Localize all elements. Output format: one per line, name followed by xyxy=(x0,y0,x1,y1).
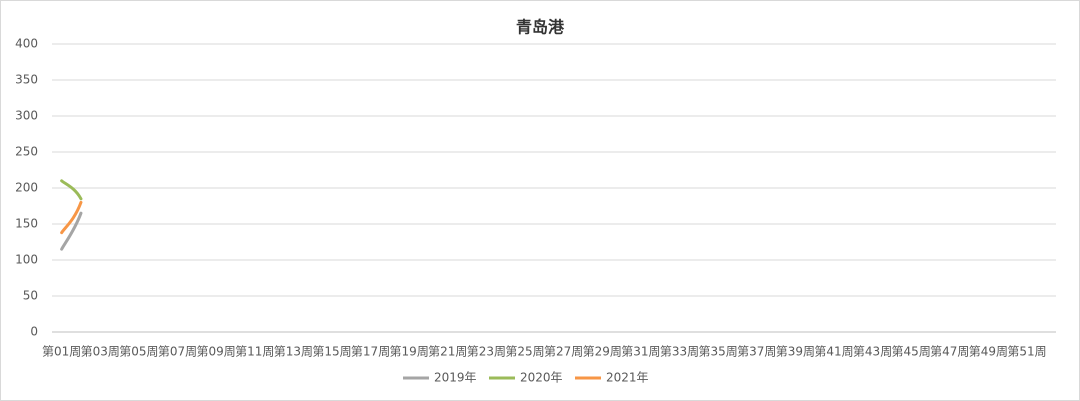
x-tick-label: 第21周 xyxy=(428,345,467,359)
y-tick-label: 100 xyxy=(15,253,38,267)
y-tick-label: 150 xyxy=(15,217,38,231)
x-tick-label: 第51周 xyxy=(1007,345,1046,359)
x-tick-label: 第25周 xyxy=(505,345,544,359)
legend-label: 2019年 xyxy=(434,371,477,385)
y-tick-label: 400 xyxy=(15,37,38,51)
x-tick-label: 第05周 xyxy=(119,345,158,359)
y-tick-label: 250 xyxy=(15,145,38,159)
y-tick-label: 350 xyxy=(15,73,38,87)
x-tick-label: 第31周 xyxy=(621,345,660,359)
y-tick-label: 0 xyxy=(30,325,38,339)
x-tick-label: 第13周 xyxy=(274,345,313,359)
legend-label: 2021年 xyxy=(606,371,649,385)
x-tick-label: 第15周 xyxy=(312,345,351,359)
x-tick-label: 第45周 xyxy=(892,345,931,359)
x-tick-label: 第27周 xyxy=(544,345,583,359)
y-tick-label: 200 xyxy=(15,181,38,195)
x-tick-label: 第47周 xyxy=(930,345,969,359)
x-tick-label: 第09周 xyxy=(196,345,235,359)
x-tick-label: 第43周 xyxy=(853,345,892,359)
x-tick-label: 第49周 xyxy=(969,345,1008,359)
x-tick-label: 第39周 xyxy=(776,345,815,359)
x-tick-label: 第29周 xyxy=(583,345,622,359)
x-tick-label: 第07周 xyxy=(158,345,197,359)
series-line xyxy=(60,179,83,201)
x-tick-label: 第35周 xyxy=(698,345,737,359)
x-tick-label: 第11周 xyxy=(235,345,274,359)
x-tick-label: 第19周 xyxy=(390,345,429,359)
x-tick-label: 第33周 xyxy=(660,345,699,359)
y-tick-label: 300 xyxy=(15,109,38,123)
y-tick-label: 50 xyxy=(23,289,38,303)
x-tick-label: 第37周 xyxy=(737,345,776,359)
x-tick-label: 第03周 xyxy=(81,345,120,359)
x-tick-label: 第01周 xyxy=(42,345,81,359)
x-tick-label: 第17周 xyxy=(351,345,390,359)
series-line xyxy=(60,211,83,251)
legend-label: 2020年 xyxy=(520,371,563,385)
x-tick-label: 第41周 xyxy=(814,345,853,359)
series-line xyxy=(60,200,83,235)
chart-title: 青岛港 xyxy=(516,18,565,37)
x-tick-label: 第23周 xyxy=(467,345,506,359)
